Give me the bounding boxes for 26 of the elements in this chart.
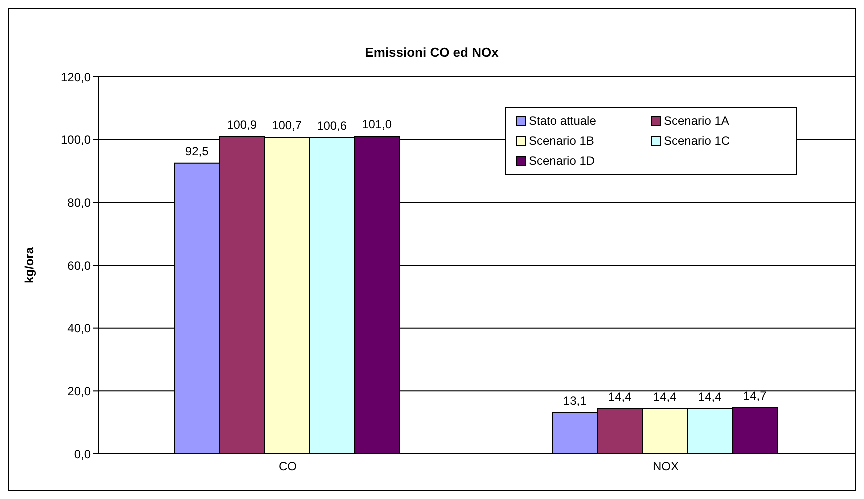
legend-label: Scenario 1B bbox=[529, 134, 594, 148]
x-tick-label: NOX bbox=[652, 460, 680, 474]
data-label: 14,4 bbox=[698, 390, 722, 404]
y-tick-label: 20,0 bbox=[68, 384, 92, 398]
data-label: 101,0 bbox=[362, 118, 392, 132]
y-tick-label: 0,0 bbox=[74, 447, 92, 462]
legend-label: Scenario 1A bbox=[664, 114, 730, 128]
legend-label: Scenario 1D bbox=[529, 154, 596, 168]
data-label: 14,4 bbox=[608, 390, 632, 404]
legend-label: Scenario 1C bbox=[664, 134, 730, 148]
data-label: 14,7 bbox=[743, 388, 768, 403]
y-tick-label: 40,0 bbox=[68, 322, 92, 336]
data-label: 100,9 bbox=[227, 118, 258, 132]
legend-label: Stato attuale bbox=[529, 114, 596, 128]
y-tick-label: 60,0 bbox=[68, 258, 92, 273]
y-tick-label: 80,0 bbox=[68, 196, 92, 210]
data-label: 92,5 bbox=[185, 144, 210, 158]
data-label: 14,4 bbox=[653, 390, 678, 404]
y-tick-label: 100,0 bbox=[60, 133, 92, 148]
data-label: 13,1 bbox=[563, 394, 588, 408]
data-label: 100,6 bbox=[317, 118, 348, 133]
chart-title: Emissioni CO ed NOx bbox=[364, 45, 500, 60]
x-tick-label: CO bbox=[279, 460, 297, 474]
data-label: 100,7 bbox=[272, 118, 302, 133]
y-tick-label: 120,0 bbox=[60, 70, 92, 84]
y-axis-title: kg/ora bbox=[22, 247, 36, 284]
